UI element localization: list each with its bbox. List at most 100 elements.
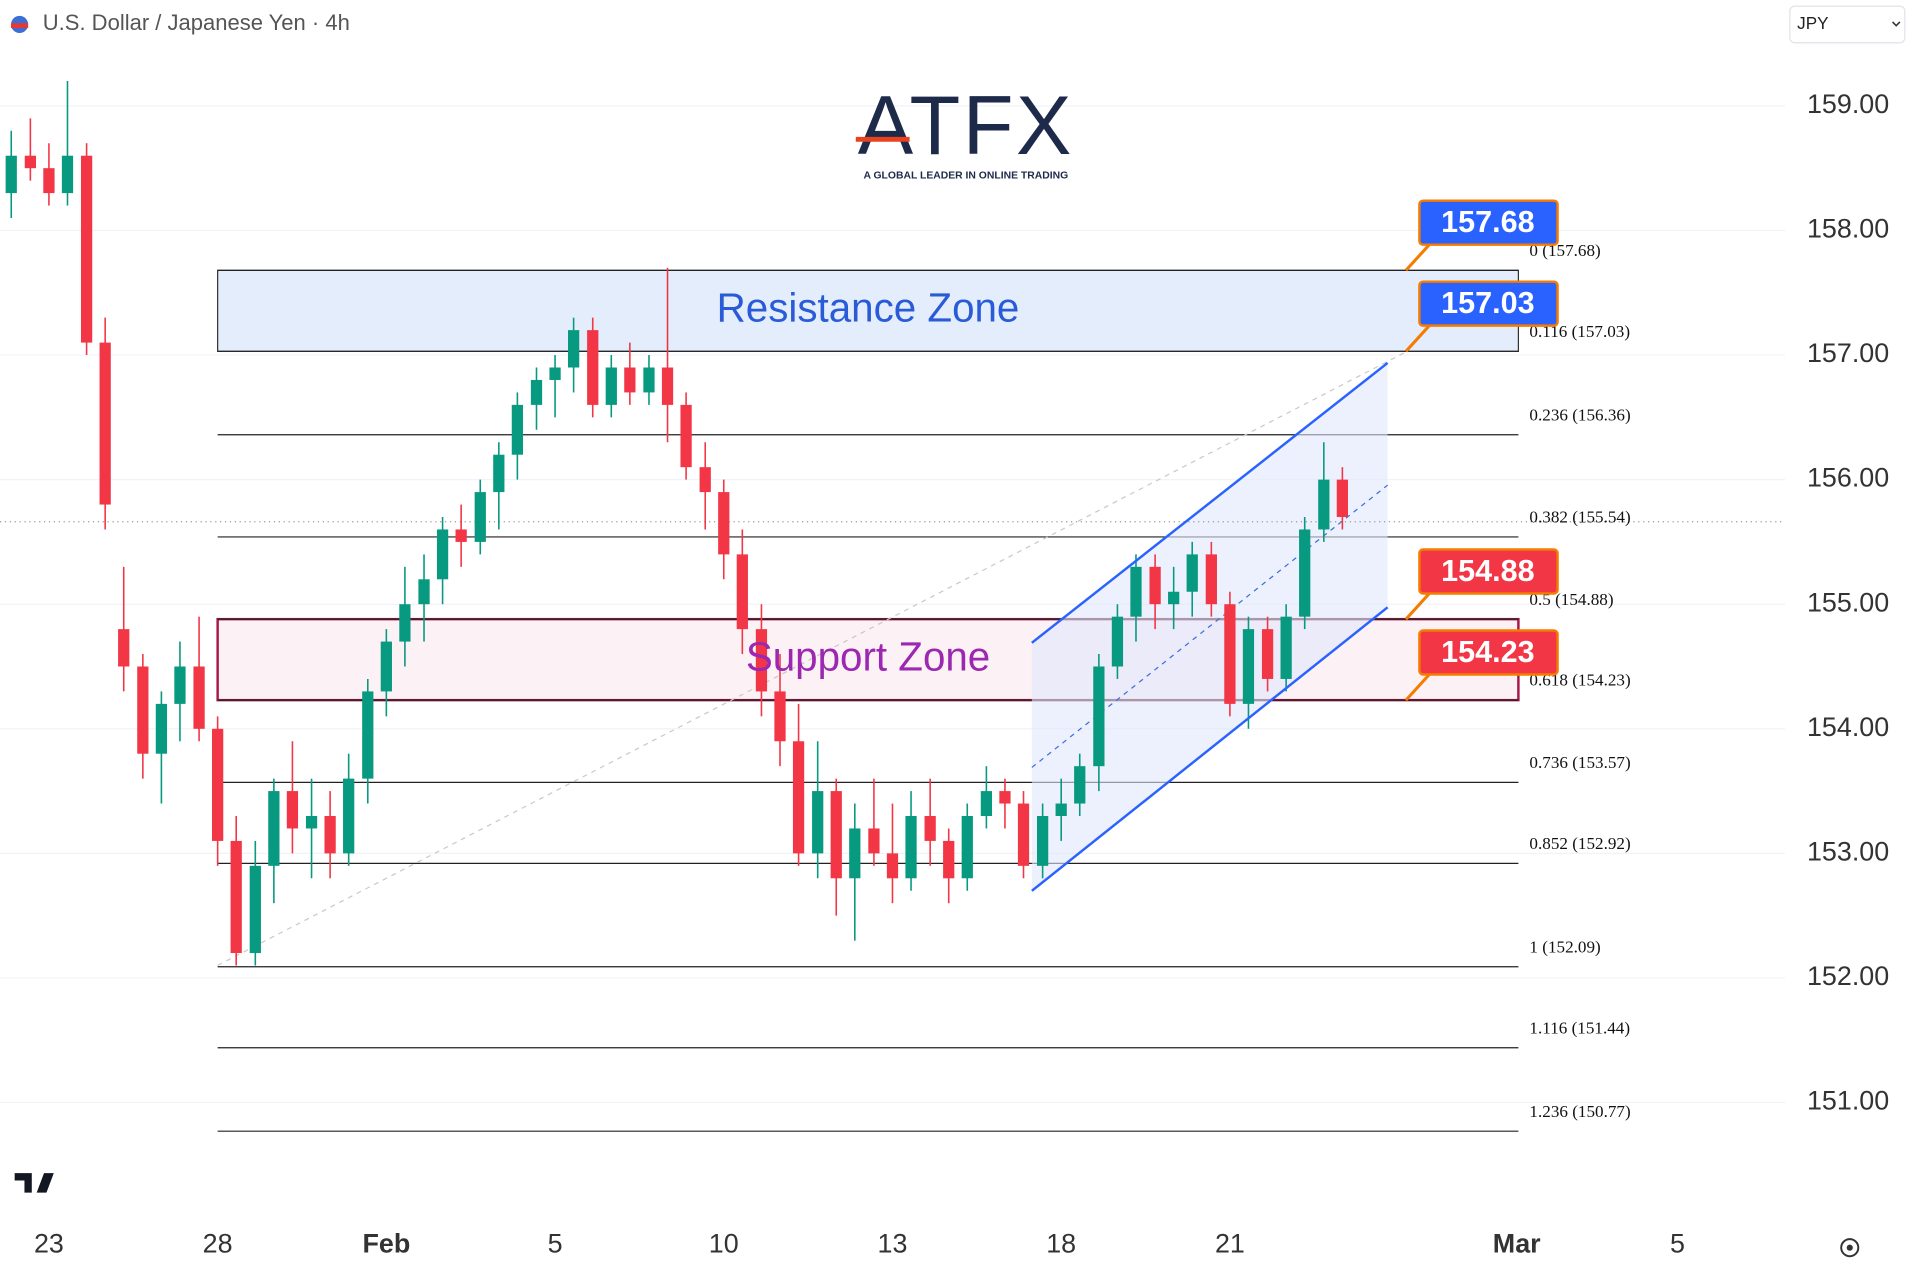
candle-body: [399, 604, 411, 642]
fib-label: 1.236 (150.77): [1529, 1102, 1630, 1121]
x-tick-label: 28: [203, 1228, 233, 1258]
candle-body: [80, 155, 93, 343]
callout-text: 154.88: [1441, 554, 1534, 588]
candle-body: [1224, 604, 1236, 704]
zone: [217, 269, 1520, 352]
candle-body: [1017, 803, 1030, 866]
candle-body: [343, 778, 355, 854]
callout-pointer: [1404, 672, 1432, 702]
fib-label: 0.852 (152.92): [1529, 834, 1630, 853]
candle-body: [999, 791, 1011, 804]
flag-icon: [11, 23, 29, 29]
candle-body: [1168, 591, 1180, 605]
candle-body: [736, 554, 748, 630]
channel-upper: [1031, 361, 1389, 644]
y-tick-label: 155.00: [1807, 587, 1889, 617]
fib-label: 0.382 (155.54): [1529, 508, 1630, 527]
candle-body: [1111, 616, 1124, 667]
x-tick-label: 5: [1670, 1228, 1685, 1258]
candle-body: [1055, 803, 1067, 816]
callout-text: 154.23: [1441, 635, 1534, 669]
candle-body: [1242, 629, 1255, 704]
fib-label: 1 (152.09): [1529, 937, 1600, 956]
y-tick-label: 152.00: [1807, 961, 1889, 991]
callout-box: [1418, 280, 1559, 327]
candle-body: [868, 828, 880, 854]
callout-box: [1418, 548, 1559, 595]
candle-body: [755, 629, 768, 692]
callout-pointer: [1404, 242, 1432, 272]
candle-body: [530, 379, 543, 405]
plot: [0, 80, 1785, 1132]
candle-body: [362, 691, 374, 779]
candle-body: [474, 492, 486, 542]
x-tick-label: 21: [1215, 1228, 1245, 1258]
candle-body: [193, 666, 205, 729]
y-tick-label: 157.00: [1807, 338, 1889, 368]
x-tick-label: 18: [1046, 1228, 1076, 1258]
zone-label: Resistance Zone: [717, 284, 1020, 330]
candle-body: [549, 367, 561, 380]
currency-text: JPY: [1797, 14, 1829, 33]
candle-body: [924, 815, 936, 841]
candle-body: [680, 404, 692, 468]
candle-body: [943, 840, 955, 879]
chevron: [1891, 21, 1901, 27]
candle-body: [5, 155, 17, 194]
candle-body: [212, 728, 224, 841]
candle-body: [305, 815, 318, 829]
x-tick-label: 13: [878, 1228, 908, 1258]
candle-body: [268, 791, 280, 866]
y-tick-label: 159.00: [1807, 89, 1889, 119]
candle-body: [61, 155, 74, 194]
y-tick-label: 153.00: [1807, 836, 1889, 866]
logo: ATFX: [858, 79, 1074, 172]
channel-lower: [1031, 606, 1389, 892]
candle-body: [24, 155, 36, 169]
candle-body: [249, 865, 261, 954]
candle-body: [118, 629, 130, 667]
fib-label: 0.736 (153.57): [1529, 753, 1630, 772]
candle-body: [455, 529, 467, 542]
candle-body: [418, 579, 430, 605]
x-tick-label: 5: [548, 1228, 563, 1258]
callout-pointer: [1404, 323, 1432, 353]
fib-label: 1.116 (151.44): [1529, 1018, 1630, 1037]
candle-body: [493, 454, 505, 493]
logo-accent: [855, 136, 910, 142]
candle-body: [1336, 479, 1349, 518]
callout-pointer: [1404, 591, 1432, 621]
currency-select[interactable]: [1789, 5, 1906, 44]
settings-icon[interactable]: [1840, 1238, 1860, 1258]
candle-body: [511, 404, 524, 455]
candle-body: [324, 815, 336, 854]
x-tick-label: Mar: [1493, 1228, 1541, 1258]
logo-tagline: A GLOBAL LEADER IN ONLINE TRADING: [863, 171, 1068, 182]
candle-body: [587, 330, 599, 405]
candle-body: [1149, 566, 1161, 605]
candle-body: [792, 741, 805, 854]
candle-body: [661, 367, 674, 405]
candle-body: [699, 467, 711, 493]
candle-body: [1093, 666, 1105, 767]
candle-body: [980, 791, 993, 816]
y-tick-label: 158.00: [1807, 214, 1889, 244]
candle-body: [643, 367, 655, 393]
candle-body: [436, 529, 449, 580]
candle-body: [886, 853, 899, 879]
callout-box: [1418, 629, 1559, 676]
candle-body: [1299, 529, 1311, 617]
symbol-title: U.S. Dollar / Japanese Yen · 4h: [43, 10, 350, 35]
zone-label: Support Zone: [746, 633, 990, 679]
candle-body: [1130, 566, 1142, 617]
candle-body: [155, 703, 168, 754]
candle-body: [1261, 629, 1274, 679]
candle-body: [1205, 554, 1217, 605]
settings-icon-dot: [1846, 1244, 1853, 1251]
candle-body: [812, 791, 824, 854]
y-tick-label: 156.00: [1807, 463, 1889, 493]
candle-body: [43, 168, 55, 194]
y-tick-label: 151.00: [1807, 1086, 1889, 1116]
candle-body: [718, 492, 730, 555]
